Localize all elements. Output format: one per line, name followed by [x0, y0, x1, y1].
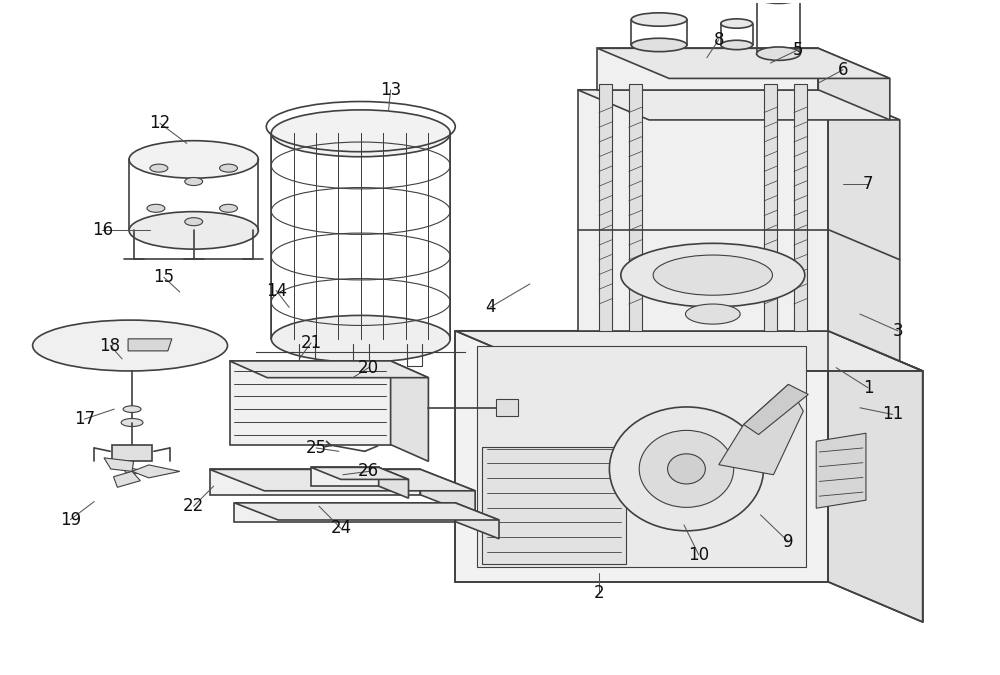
Ellipse shape — [757, 47, 800, 60]
Ellipse shape — [129, 140, 258, 178]
Bar — [112, 445, 152, 461]
Polygon shape — [597, 49, 890, 78]
Ellipse shape — [129, 212, 258, 249]
Polygon shape — [230, 361, 391, 445]
Text: 18: 18 — [100, 337, 121, 354]
Text: 6: 6 — [838, 61, 848, 79]
Polygon shape — [311, 467, 379, 486]
Polygon shape — [132, 465, 180, 478]
Text: 26: 26 — [358, 462, 379, 481]
Ellipse shape — [631, 13, 687, 26]
Polygon shape — [455, 331, 923, 371]
Polygon shape — [828, 90, 900, 361]
Polygon shape — [719, 384, 803, 475]
Text: 9: 9 — [783, 533, 794, 551]
Ellipse shape — [621, 243, 805, 307]
Text: 15: 15 — [153, 268, 174, 286]
Text: 19: 19 — [60, 510, 81, 529]
Polygon shape — [744, 384, 808, 435]
Polygon shape — [818, 49, 890, 120]
Text: 17: 17 — [74, 410, 95, 428]
Text: 22: 22 — [183, 497, 204, 515]
Text: 1: 1 — [863, 379, 873, 397]
Polygon shape — [234, 503, 455, 522]
Polygon shape — [104, 458, 134, 471]
Ellipse shape — [271, 315, 450, 362]
Text: 11: 11 — [882, 406, 903, 423]
Ellipse shape — [220, 164, 237, 172]
Polygon shape — [210, 469, 420, 495]
Bar — [496, 399, 518, 416]
Polygon shape — [599, 84, 612, 331]
Ellipse shape — [685, 304, 740, 324]
Ellipse shape — [609, 407, 764, 531]
Polygon shape — [794, 84, 807, 331]
Ellipse shape — [220, 205, 237, 213]
Text: 13: 13 — [380, 81, 401, 99]
Polygon shape — [629, 84, 642, 331]
Ellipse shape — [721, 19, 753, 28]
Polygon shape — [128, 339, 172, 351]
Polygon shape — [578, 90, 900, 120]
Ellipse shape — [668, 454, 705, 484]
Ellipse shape — [123, 406, 141, 412]
Ellipse shape — [631, 38, 687, 52]
Text: 4: 4 — [485, 298, 495, 317]
Text: 8: 8 — [714, 30, 724, 49]
Text: 5: 5 — [793, 40, 804, 59]
Text: 7: 7 — [863, 175, 873, 192]
Ellipse shape — [121, 418, 143, 427]
Polygon shape — [828, 331, 923, 622]
Ellipse shape — [639, 431, 734, 508]
Text: 3: 3 — [892, 322, 903, 340]
Ellipse shape — [271, 110, 450, 157]
Text: 2: 2 — [594, 585, 605, 602]
Text: 25: 25 — [305, 439, 327, 457]
Text: 14: 14 — [266, 281, 287, 300]
Ellipse shape — [147, 205, 165, 213]
Polygon shape — [482, 447, 626, 564]
Polygon shape — [230, 361, 428, 378]
Polygon shape — [455, 503, 499, 539]
Polygon shape — [210, 469, 475, 491]
Polygon shape — [420, 469, 475, 516]
Text: 20: 20 — [358, 358, 379, 377]
Bar — [477, 346, 806, 567]
Polygon shape — [455, 331, 828, 582]
Text: 16: 16 — [92, 221, 113, 240]
Text: 24: 24 — [330, 519, 351, 537]
Ellipse shape — [653, 255, 772, 295]
Ellipse shape — [757, 0, 800, 3]
Ellipse shape — [185, 178, 203, 186]
Polygon shape — [234, 503, 499, 520]
Polygon shape — [391, 361, 428, 461]
Ellipse shape — [721, 40, 753, 50]
Polygon shape — [311, 467, 409, 479]
Ellipse shape — [125, 468, 139, 474]
Ellipse shape — [185, 217, 203, 225]
Ellipse shape — [150, 164, 168, 172]
Polygon shape — [379, 467, 409, 498]
Polygon shape — [764, 84, 777, 331]
Polygon shape — [816, 433, 866, 508]
Ellipse shape — [343, 379, 378, 391]
Polygon shape — [578, 90, 828, 331]
Polygon shape — [114, 471, 140, 487]
Text: 21: 21 — [300, 334, 322, 352]
Ellipse shape — [33, 320, 228, 371]
Polygon shape — [597, 49, 818, 90]
Text: 10: 10 — [688, 546, 709, 564]
Text: 12: 12 — [149, 114, 171, 132]
